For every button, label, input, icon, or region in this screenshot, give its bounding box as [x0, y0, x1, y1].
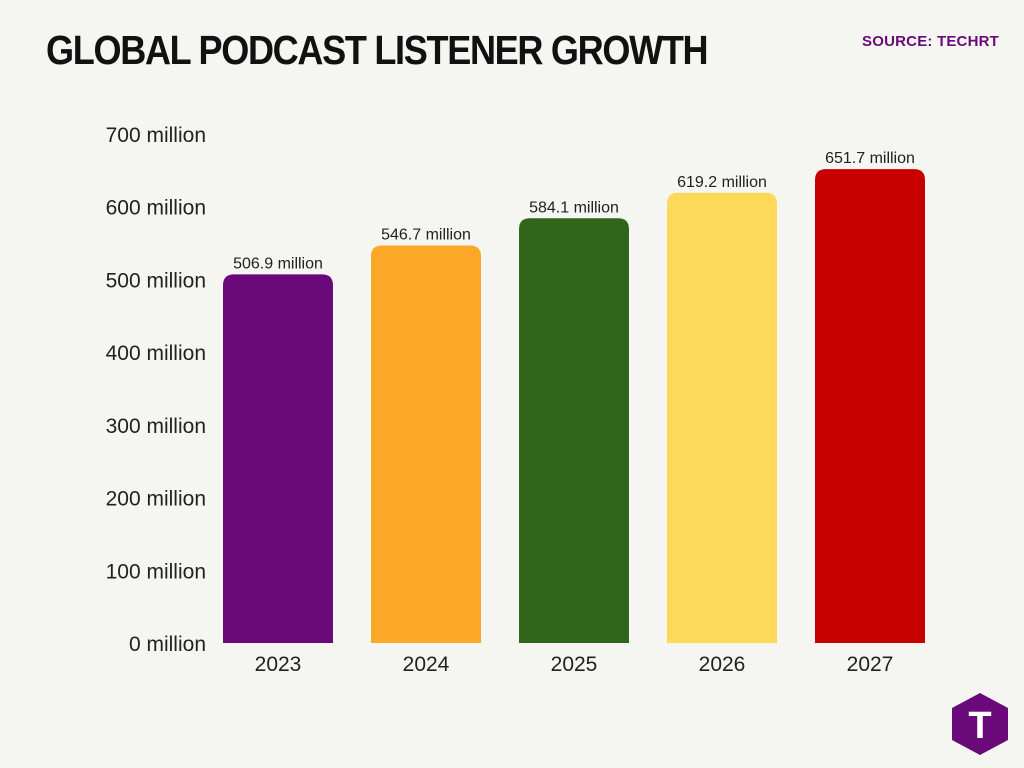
y-tick-label: 500 million — [106, 269, 206, 292]
y-tick-label: 200 million — [106, 488, 206, 511]
x-tick-label: 2023 — [255, 653, 302, 676]
bar-value-label: 506.9 million — [233, 255, 323, 272]
bar-chart: 0 million 100 million 200 million 300 milli… — [106, 124, 925, 676]
y-tick-label: 100 million — [106, 560, 206, 583]
bar — [223, 274, 333, 643]
x-tick-label: 2027 — [847, 653, 894, 676]
source-label: SOURCE: TECHRT — [862, 33, 999, 50]
bars: 506.9 million 546.7 million 584.1 million 6… — [223, 150, 925, 643]
y-tick-label: 400 million — [106, 342, 206, 365]
y-tick-label: 0 million — [129, 633, 206, 656]
bar-value-label: 584.1 million — [529, 199, 619, 216]
bar-value-label: 546.7 million — [381, 226, 471, 243]
bar — [371, 245, 481, 643]
x-tick-label: 2026 — [699, 653, 746, 676]
bar-value-label: 619.2 million — [677, 174, 767, 191]
bar — [667, 192, 777, 643]
chart-title: GLOBAL PODCAST LISTENER GROWTH — [46, 27, 709, 73]
techrt-logo-icon: T — [952, 693, 1008, 755]
bar-value-label: 651.7 million — [825, 150, 915, 167]
x-tick-label: 2024 — [403, 653, 450, 676]
bar — [519, 218, 629, 643]
y-axis: 0 million 100 million 200 million 300 milli… — [106, 124, 206, 656]
y-tick-label: 300 million — [106, 415, 206, 438]
bar — [815, 169, 925, 643]
logo-letter: T — [968, 705, 991, 747]
x-tick-label: 2025 — [551, 653, 598, 676]
y-tick-label: 700 million — [106, 124, 206, 147]
y-tick-label: 600 million — [106, 197, 206, 220]
x-axis: 2023 2024 2025 2026 2027 — [255, 653, 894, 676]
logo-hexagon — [952, 693, 1008, 755]
